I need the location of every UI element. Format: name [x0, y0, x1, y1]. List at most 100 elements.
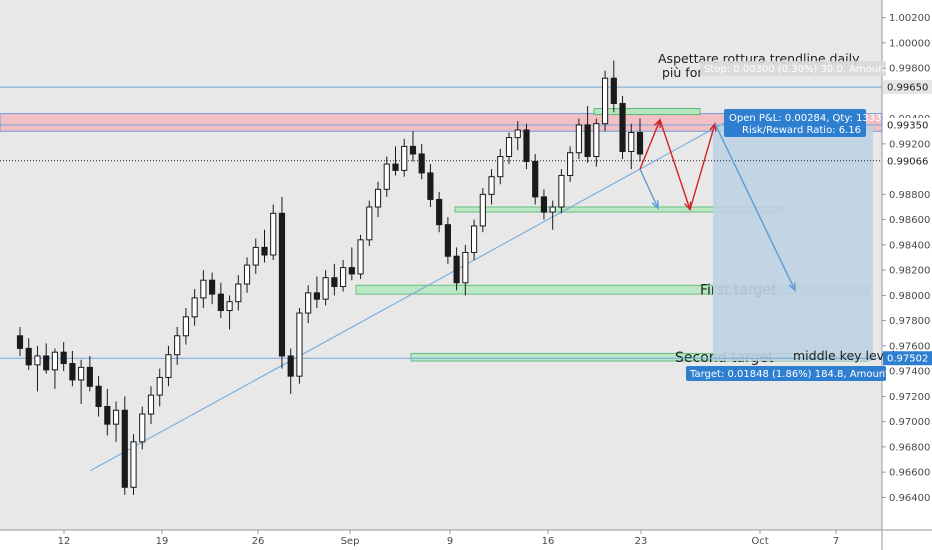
candle-down [287, 355, 294, 377]
candle-up [374, 188, 382, 208]
candle-up [252, 246, 259, 266]
candles-layer [16, 60, 644, 495]
candle-down [25, 347, 32, 366]
price-tag-entry: 0.99350 [887, 120, 928, 131]
open-pnl-label: Open P&L: 0.00284, Qty: 1333 [729, 113, 882, 124]
arrow-blue-down-2-head [788, 282, 796, 292]
y-tick-label: 0.97800 [889, 316, 930, 327]
candle-down [348, 267, 355, 275]
candle-up [322, 277, 329, 300]
candle-up [575, 124, 582, 154]
candle-up [139, 413, 146, 443]
candle-down [540, 196, 548, 213]
candle-down [95, 385, 102, 407]
arrow-blue-down-2 [714, 123, 796, 291]
candle-down [313, 292, 320, 300]
x-tick-label: 9 [447, 536, 453, 547]
candle-up [601, 77, 609, 125]
candle-up [462, 251, 469, 284]
y-tick-label: 0.99200 [889, 139, 930, 150]
candle-up [156, 376, 163, 396]
candle-up [471, 225, 478, 253]
target-area [713, 124, 873, 362]
arrow-blue-down-1-head [651, 200, 659, 210]
time-axis-panel[interactable] [0, 530, 882, 550]
time-axis-ticks: 12 19 26 Sep 9 16 23 Oct 7 [58, 530, 839, 547]
candle-down [69, 363, 76, 381]
candle-up [235, 283, 242, 303]
candle-down [418, 153, 425, 174]
candle-up [505, 137, 513, 157]
candle-up [383, 163, 390, 190]
y-tick-label: 0.98400 [889, 240, 930, 251]
candle-up [593, 123, 600, 158]
candle-down [453, 255, 460, 284]
candle-up [243, 264, 251, 285]
y-tick-label: 1.00200 [889, 13, 930, 24]
candle-up [514, 129, 521, 139]
candle-up [130, 441, 137, 488]
arrow-red-up-2 [689, 123, 716, 210]
candle-down [43, 355, 50, 371]
y-tick-label: 0.98200 [889, 266, 930, 277]
candle-up [200, 279, 207, 299]
candle-up [174, 335, 181, 356]
candle-down [121, 409, 128, 488]
candle-down [104, 405, 111, 425]
y-tick-label: 0.99800 [889, 64, 930, 75]
candle-down [584, 124, 591, 157]
x-tick-label: 23 [635, 536, 648, 547]
candle-down [331, 277, 338, 288]
candle-down [16, 335, 24, 349]
candle-down [409, 145, 417, 155]
y-tick-label: 0.98800 [889, 190, 930, 201]
x-tick-label: Oct [751, 536, 768, 547]
candle-down [392, 163, 399, 171]
candle-down [610, 77, 617, 104]
stop-label: Stop: 0.00300 (0.30%) 30.0, Amount: 196 [704, 64, 914, 75]
candle-up [78, 366, 85, 381]
candle-up [558, 174, 565, 208]
y-tick-label: 0.97400 [889, 367, 930, 378]
candle-up [628, 132, 635, 152]
candle-down [427, 172, 434, 200]
candle-up [567, 152, 574, 176]
candle-up [497, 156, 504, 178]
y-tick-label: 0.96400 [889, 493, 930, 504]
levels-layer [0, 86, 882, 359]
candle-up [147, 394, 155, 415]
candle-down [436, 198, 443, 226]
zone-retest [593, 108, 701, 116]
y-tick-label: 0.98000 [889, 291, 930, 302]
candle-down [209, 279, 216, 295]
target-area-layer [713, 124, 873, 362]
x-tick-label: 19 [156, 536, 169, 547]
price-tag-entry-box [883, 117, 932, 132]
price-tags-layer: 0.99650 0.99350 0.99066 0.97502 [883, 80, 932, 366]
price-tag-target-box [883, 351, 932, 366]
stop-label-box [700, 61, 886, 76]
candle-up [270, 212, 277, 256]
x-tick-label: 7 [833, 536, 839, 547]
candle-up [305, 292, 312, 314]
target-label: Target: 0.01848 (1.86%) 184.8, Amount: 2… [689, 369, 918, 380]
candle-up [479, 193, 486, 227]
y-tick-label: 0.96600 [889, 468, 930, 479]
candle-up [401, 145, 408, 171]
y-tick-label: 0.96800 [889, 442, 930, 453]
x-tick-label: 12 [58, 536, 71, 547]
candle-up [488, 176, 495, 195]
candle-up [112, 409, 120, 425]
candle-down [278, 212, 286, 357]
candle-up [366, 206, 373, 241]
candle-up [182, 316, 189, 337]
zone-resistance [0, 113, 883, 132]
y-tick-label: 0.97200 [889, 392, 930, 403]
candle-down [523, 129, 530, 163]
x-tick-label: 16 [542, 536, 555, 547]
x-tick-label: Sep [341, 536, 360, 547]
candle-up [340, 267, 347, 288]
candle-up [34, 355, 41, 366]
